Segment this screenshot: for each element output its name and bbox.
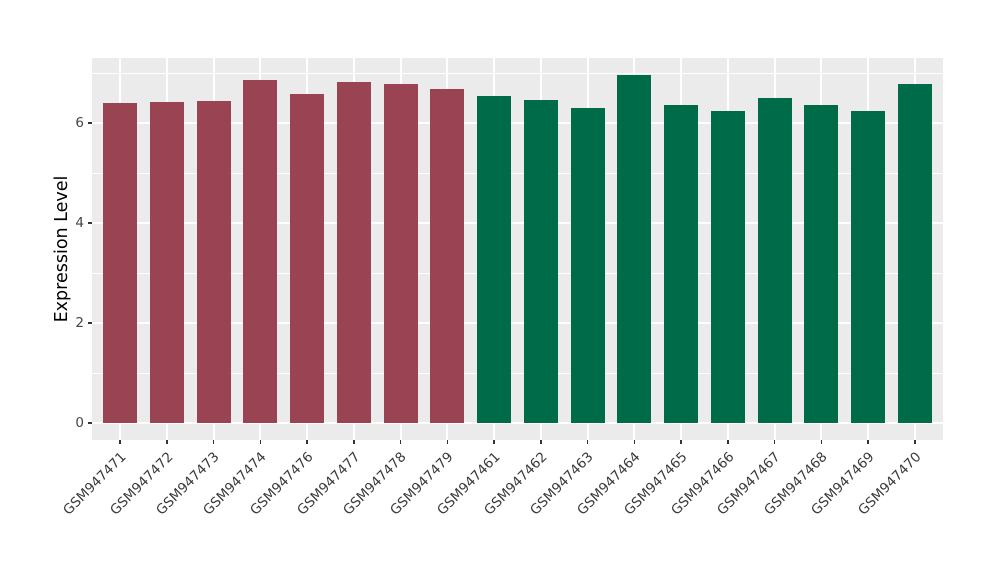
major-gridline-y-6 bbox=[92, 122, 943, 124]
x-tick-mark-GSM947469 bbox=[867, 440, 869, 444]
bar-GSM947479 bbox=[430, 88, 465, 423]
x-tick-mark-GSM947463 bbox=[586, 440, 589, 444]
bar-GSM947464 bbox=[617, 74, 652, 423]
bar-GSM947474 bbox=[243, 80, 278, 423]
x-tick-mark-GSM947478 bbox=[399, 440, 402, 444]
x-tick-mark-GSM947464 bbox=[633, 440, 636, 444]
x-tick-mark-GSM947471 bbox=[119, 440, 121, 444]
x-tick-mark-GSM947470 bbox=[914, 440, 916, 444]
bar-GSM947461 bbox=[477, 95, 512, 423]
bar-GSM947472 bbox=[149, 101, 184, 423]
y-tick-label-0: 0 bbox=[75, 415, 84, 431]
major-gridline-y-0 bbox=[92, 422, 943, 424]
major-gridline-y-2 bbox=[92, 322, 943, 324]
minor-gridline-y-5 bbox=[92, 172, 943, 174]
y-tick-mark-4 bbox=[88, 222, 92, 224]
bar-GSM947468 bbox=[804, 105, 839, 423]
bar-GSM947478 bbox=[383, 83, 418, 423]
x-tick-mark-GSM947467 bbox=[773, 440, 776, 444]
y-tick-label-2: 2 bbox=[75, 315, 84, 331]
x-tick-mark-GSM947476 bbox=[306, 440, 308, 444]
x-tick-mark-GSM947461 bbox=[493, 440, 495, 444]
x-tick-mark-GSM947473 bbox=[212, 440, 215, 444]
bar-GSM947473 bbox=[196, 100, 231, 423]
x-tick-mark-GSM947462 bbox=[540, 440, 542, 444]
bar-GSM947469 bbox=[851, 111, 886, 423]
minor-gridline-y-7 bbox=[92, 72, 943, 74]
x-tick-mark-GSM947474 bbox=[259, 440, 262, 444]
y-axis-title: Expression Level bbox=[52, 175, 72, 323]
bar-GSM947462 bbox=[523, 100, 558, 423]
x-tick-mark-GSM947477 bbox=[353, 440, 355, 444]
bar-GSM947465 bbox=[664, 104, 699, 423]
plot-panel bbox=[92, 58, 943, 440]
y-tick-label-6: 6 bbox=[75, 115, 84, 131]
minor-gridline-y-3 bbox=[92, 272, 943, 274]
y-tick-mark-6 bbox=[88, 122, 92, 124]
bar-GSM947476 bbox=[290, 93, 325, 423]
major-gridline-y-4 bbox=[92, 222, 943, 224]
bar-GSM947466 bbox=[710, 110, 745, 423]
bar-GSM947467 bbox=[757, 97, 792, 423]
x-tick-mark-GSM947465 bbox=[680, 440, 682, 444]
minor-gridline-y-1 bbox=[92, 372, 943, 374]
bar-GSM947470 bbox=[897, 84, 932, 423]
bar-GSM947471 bbox=[103, 103, 138, 423]
y-tick-label-4: 4 bbox=[75, 215, 84, 231]
x-tick-mark-GSM947479 bbox=[446, 440, 449, 444]
x-tick-mark-GSM947472 bbox=[166, 440, 168, 444]
bar-GSM947477 bbox=[336, 82, 371, 423]
y-tick-mark-0 bbox=[88, 422, 92, 424]
x-tick-mark-GSM947468 bbox=[820, 440, 823, 444]
bar-GSM947463 bbox=[570, 107, 605, 423]
y-tick-mark-2 bbox=[88, 322, 92, 324]
x-tick-mark-GSM947466 bbox=[727, 440, 729, 444]
